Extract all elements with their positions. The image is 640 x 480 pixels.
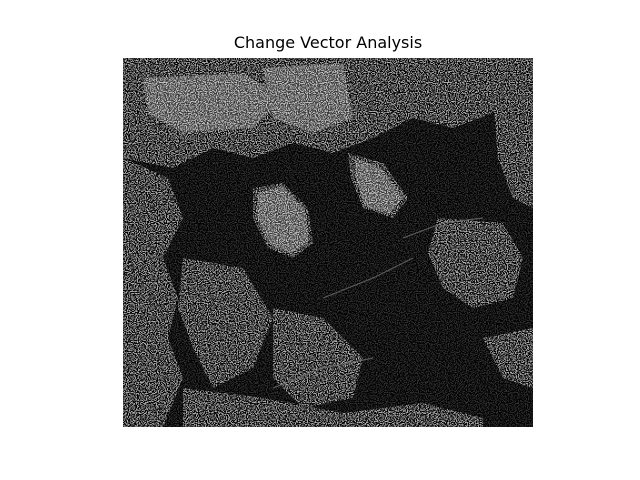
change-map-image bbox=[123, 58, 533, 427]
change-map-canvas bbox=[123, 58, 533, 427]
figure-title: Change Vector Analysis bbox=[233, 33, 423, 52]
